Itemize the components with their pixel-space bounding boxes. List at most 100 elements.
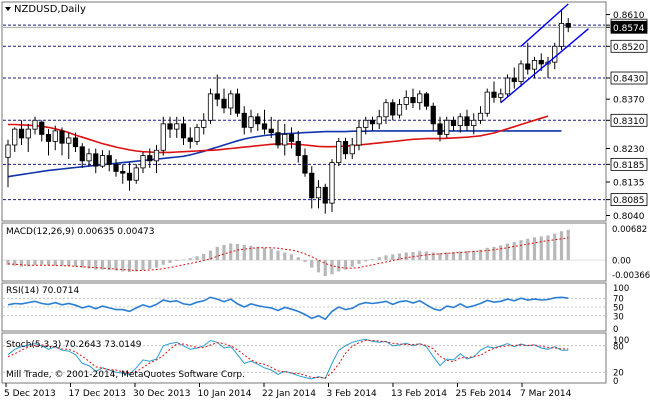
macd-histogram-bar: [505, 243, 510, 261]
candle: [288, 127, 295, 149]
time-axis-label: 30 Dec 2013: [133, 389, 191, 399]
bull-candle-body: [396, 104, 403, 116]
bear-candle-body: [322, 186, 328, 204]
price-axis-label: 0.8040: [613, 212, 645, 222]
candle: [32, 116, 38, 135]
bear-candle-body: [106, 155, 112, 165]
bull-candle-body: [32, 119, 38, 130]
candle: [457, 113, 463, 133]
bear-candle-body: [410, 97, 416, 104]
macd-histogram-bar: [87, 260, 91, 269]
candle: [282, 123, 288, 156]
price-level-badge: [610, 71, 648, 85]
stoch-axis-label: 100: [613, 336, 629, 346]
bear-candle-body: [45, 134, 52, 142]
candle: [383, 99, 389, 124]
time-axis-label: 3 Feb 2014: [327, 389, 378, 399]
candle: [66, 132, 72, 160]
macd-histogram-bar: [364, 260, 368, 262]
bear-candle-body: [491, 91, 497, 98]
macd-histogram-bar: [478, 249, 483, 261]
bull-candle-body: [457, 116, 463, 126]
candle: [12, 127, 18, 153]
bear-candle-body: [147, 155, 153, 162]
macd-histogram-bar: [323, 260, 327, 277]
bear-candle-body: [464, 116, 470, 126]
bull-candle-body: [336, 141, 342, 164]
bull-candle-body: [5, 144, 11, 158]
symbol-header[interactable]: NZDUSD,Daily: [5, 4, 86, 15]
candle: [565, 18, 571, 33]
bull-candle-body: [12, 128, 18, 146]
bear-candle-body: [309, 172, 315, 199]
macd-histogram-bar: [195, 256, 199, 261]
candle: [106, 150, 112, 172]
price-level-badge: [610, 20, 648, 34]
time-axis-label: 25 Feb 2014: [456, 389, 512, 399]
candle: [525, 42, 531, 75]
candle: [99, 150, 106, 168]
macd-histogram-bar: [445, 252, 449, 261]
macd-histogram-bar: [357, 260, 361, 264]
price-axis-label: 0.8370: [613, 96, 645, 106]
candle: [498, 88, 504, 103]
channel-lower-line: [500, 28, 589, 104]
candle: [315, 180, 322, 209]
bull-candle-body: [153, 149, 160, 162]
bear-candle-body: [369, 119, 376, 125]
dropdown-triangle-icon[interactable]: [5, 7, 11, 11]
macd-histogram-bar: [553, 233, 557, 261]
macd-histogram-bar: [411, 252, 415, 261]
macd-histogram-bar: [134, 260, 138, 272]
candle: [552, 42, 558, 70]
bear-candle-body: [450, 119, 457, 126]
macd-histogram-bar: [526, 238, 530, 261]
macd-histogram-bar: [269, 248, 273, 261]
macd-histogram-bar: [235, 243, 240, 261]
bear-candle-body: [275, 132, 281, 146]
candle: [309, 166, 315, 209]
bull-candle-body: [248, 116, 254, 128]
bear-candle-body: [120, 171, 126, 174]
macd-histogram-bar: [256, 246, 260, 261]
rsi-axis-label: 0: [613, 325, 618, 335]
bull-candle-body: [356, 126, 362, 146]
bull-candle-body: [403, 97, 409, 105]
time-axis-label: 13 Feb 2014: [391, 389, 447, 399]
bear-candle-body: [525, 63, 531, 70]
candle: [491, 81, 497, 103]
bear-candle-body: [565, 22, 571, 28]
candle: [120, 164, 126, 184]
macd-histogram-bar: [161, 260, 165, 265]
rsi-title: RSI(14) 70.0714: [6, 286, 79, 296]
bear-candle-body: [295, 141, 301, 156]
bear-candle-body: [390, 102, 396, 116]
bear-candle-body: [72, 137, 79, 148]
bear-candle-body: [423, 93, 430, 107]
bear-candle-body: [261, 123, 268, 130]
macd-histogram-bar: [242, 244, 246, 261]
macd-histogram-bar: [404, 252, 408, 261]
candle: [180, 116, 187, 145]
macd-histogram-bar: [276, 250, 280, 261]
bull-candle-body: [552, 45, 558, 63]
price-panel[interactable]: [1, 1, 607, 222]
macd-histogram-bar: [208, 250, 213, 261]
candle: [268, 116, 274, 138]
stoch-axis-label: 0: [613, 377, 618, 387]
bear-candle-body: [511, 77, 517, 82]
macd-histogram-bar: [499, 245, 503, 261]
bear-candle-body: [187, 137, 193, 142]
candle: [147, 148, 153, 168]
candle: [396, 99, 403, 119]
stoch-axis-label: 80: [613, 342, 624, 352]
bull-candle-body: [315, 186, 322, 199]
candle: [248, 109, 254, 133]
bull-candle-body: [504, 77, 511, 95]
price-axis-label: 0.8135: [613, 178, 645, 188]
stoch-panel[interactable]: [1, 332, 607, 384]
macd-panel[interactable]: [1, 222, 607, 282]
bear-candle-body: [234, 93, 241, 114]
time-axis-label: 5 Dec 2013: [4, 389, 56, 399]
